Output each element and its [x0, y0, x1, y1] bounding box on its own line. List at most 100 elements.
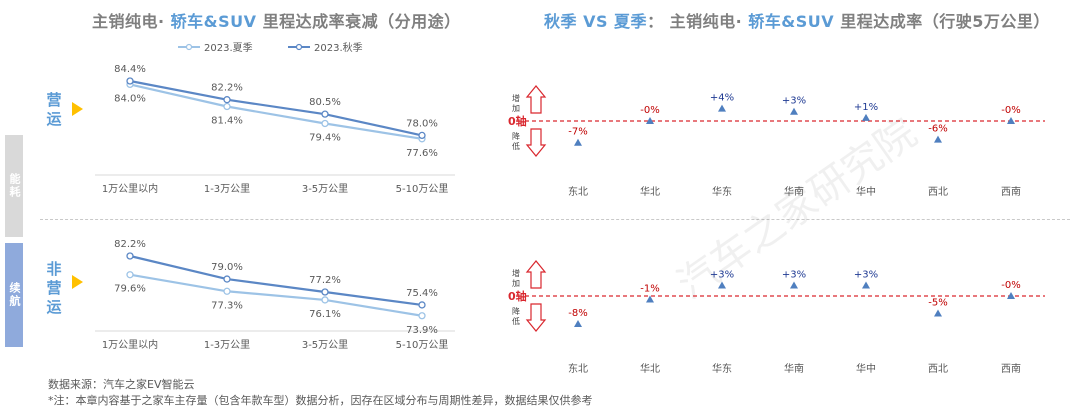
region-marker-6	[1007, 117, 1015, 124]
legend-label-0: 2023.夏季	[204, 42, 253, 54]
legend-marker-1	[295, 43, 303, 51]
region-marker-1	[646, 117, 654, 124]
data-point-0-1	[223, 287, 231, 295]
segment-operating-marker	[72, 102, 83, 116]
data-point-0-1	[223, 102, 231, 111]
series-line-1	[129, 79, 423, 137]
section-divider	[40, 219, 1070, 220]
data-label-0-1: 81.4%	[211, 116, 243, 127]
region-marker-3	[790, 107, 798, 115]
data-point-1-2	[321, 288, 329, 296]
zero-axis-label: 0轴	[508, 289, 527, 303]
region-category-label-2: 华东	[712, 185, 732, 198]
left-chart-title: 主销纯电· 轿车&SUV 里程达成率衰减（分用途）	[92, 8, 461, 32]
region-marker-0	[574, 138, 582, 146]
data-point-0-2	[321, 119, 329, 128]
decrease-label-char-2: 低	[512, 316, 520, 326]
region-value-label-1: -1%	[640, 284, 659, 295]
data-label-1-3: 78.0%	[406, 118, 438, 129]
right-title-part4: 里程达成率（行驶5万公里）	[834, 12, 1050, 31]
region-category-label-2: 华东	[712, 362, 732, 375]
data-source: 数据来源：汽车之家EV智能云	[48, 378, 195, 391]
series-line-1	[129, 254, 423, 307]
side-tab-energy: 能耗	[5, 135, 23, 237]
right-title-season: 秋季 VS 夏季	[544, 12, 648, 31]
x-tick-label-1: 1-3万公里	[204, 339, 250, 351]
data-label-1-0: 84.4%	[114, 64, 146, 75]
right-title-part2: ： 主销纯电·	[647, 12, 749, 31]
data-point-1-3	[418, 131, 426, 140]
decrease-label-char-2: 低	[512, 141, 520, 151]
region-category-label-1: 华北	[640, 185, 660, 198]
x-tick-label-0: 1万公里以内	[102, 182, 158, 195]
increase-label-char-1: 增	[512, 268, 520, 278]
region-value-label-2: +4%	[710, 93, 734, 104]
data-point-1-3	[418, 301, 426, 309]
region-marker-2	[718, 104, 726, 112]
increase-arrow-icon	[525, 85, 547, 114]
region-value-label-0: -8%	[568, 308, 587, 319]
region-value-label-4: +1%	[854, 102, 878, 113]
side-tab-range: 续航	[5, 243, 23, 347]
x-tick-label-3: 5-10万公里	[396, 183, 449, 195]
data-point-1-1	[223, 275, 231, 283]
data-point-1-2	[321, 110, 329, 118]
x-tick-label-0: 1万公里以内	[102, 338, 158, 351]
increase-label-char-2: 加	[512, 278, 520, 288]
region-value-label-6: -0%	[1001, 280, 1020, 291]
region-marker-4	[862, 113, 870, 121]
x-tick-label-2: 3-5万公里	[302, 339, 348, 351]
x-tick-label-3: 5-10万公里	[396, 339, 449, 351]
region-category-label-0: 东北	[568, 185, 588, 198]
legend: 2023.夏季 2023.秋季	[178, 41, 363, 54]
legend-marker-0	[185, 43, 193, 51]
region-value-label-5: -5%	[928, 298, 947, 309]
increase-label-char-1: 增	[512, 93, 520, 103]
data-label-1-0: 82.2%	[114, 239, 146, 250]
region-value-label-1: -0%	[640, 105, 659, 116]
region-marker-5	[934, 309, 942, 317]
left-title-part1: 主销纯电·	[92, 12, 171, 31]
region-category-label-4: 华中	[856, 362, 876, 375]
left-title-highlight: 轿车&SUV	[170, 12, 257, 31]
region-value-label-5: -6%	[928, 124, 947, 135]
region-category-label-0: 东北	[568, 362, 588, 375]
data-label-1-2: 77.2%	[309, 275, 341, 286]
region-category-label-3: 华南	[784, 185, 804, 198]
data-label-0-1: 77.3%	[211, 300, 243, 311]
data-label-0-3: 73.9%	[406, 325, 438, 336]
decrease-label-char-1: 降	[512, 131, 520, 141]
region-value-label-6: -0%	[1001, 105, 1020, 116]
segment-operating-label: 营运	[46, 91, 62, 128]
zero-axis-label: 0轴	[508, 114, 527, 128]
region-value-label-3: +3%	[782, 96, 806, 107]
data-label-0-0: 84.0%	[114, 93, 146, 104]
decrease-arrow-icon	[525, 303, 547, 332]
region-category-label-5: 西北	[928, 363, 948, 375]
data-point-0-2	[321, 296, 329, 304]
x-tick-label-1: 1-3万公里	[204, 183, 250, 195]
region-marker-5	[934, 135, 942, 143]
right-title-highlight: 轿车&SUV	[748, 12, 835, 31]
region-value-label-4: +3%	[854, 270, 878, 281]
region-category-label-6: 西南	[1001, 362, 1021, 375]
data-point-0-0	[126, 271, 134, 279]
region-marker-3	[790, 281, 798, 289]
right-chart-title: 秋季 VS 夏季： 主销纯电· 轿车&SUV 里程达成率（行驶5万公里）	[544, 8, 1050, 32]
data-label-0-2: 76.1%	[309, 309, 341, 320]
decrease-arrow-icon	[525, 128, 547, 157]
data-label-1-1: 79.0%	[211, 262, 243, 273]
line-chart-operating: 1万公里以内 1-3万公里 3-5万公里 5-10万公里 84.0% 81.4% 79.4%…	[95, 64, 455, 195]
data-label-1-2: 80.5%	[309, 97, 341, 108]
data-label-0-0: 79.6%	[114, 284, 146, 295]
decrease-label-char-1: 降	[512, 306, 520, 316]
region-category-label-6: 西南	[1001, 185, 1021, 198]
region-marker-6	[1007, 292, 1015, 299]
region-marker-4	[862, 281, 870, 289]
region-value-label-0: -7%	[568, 127, 587, 138]
footnote: *注：本章内容基于之家车主存量（包含年款车型）数据分析，因存在区域分布与周期性差…	[48, 394, 593, 407]
increase-label-char-2: 加	[512, 103, 520, 113]
